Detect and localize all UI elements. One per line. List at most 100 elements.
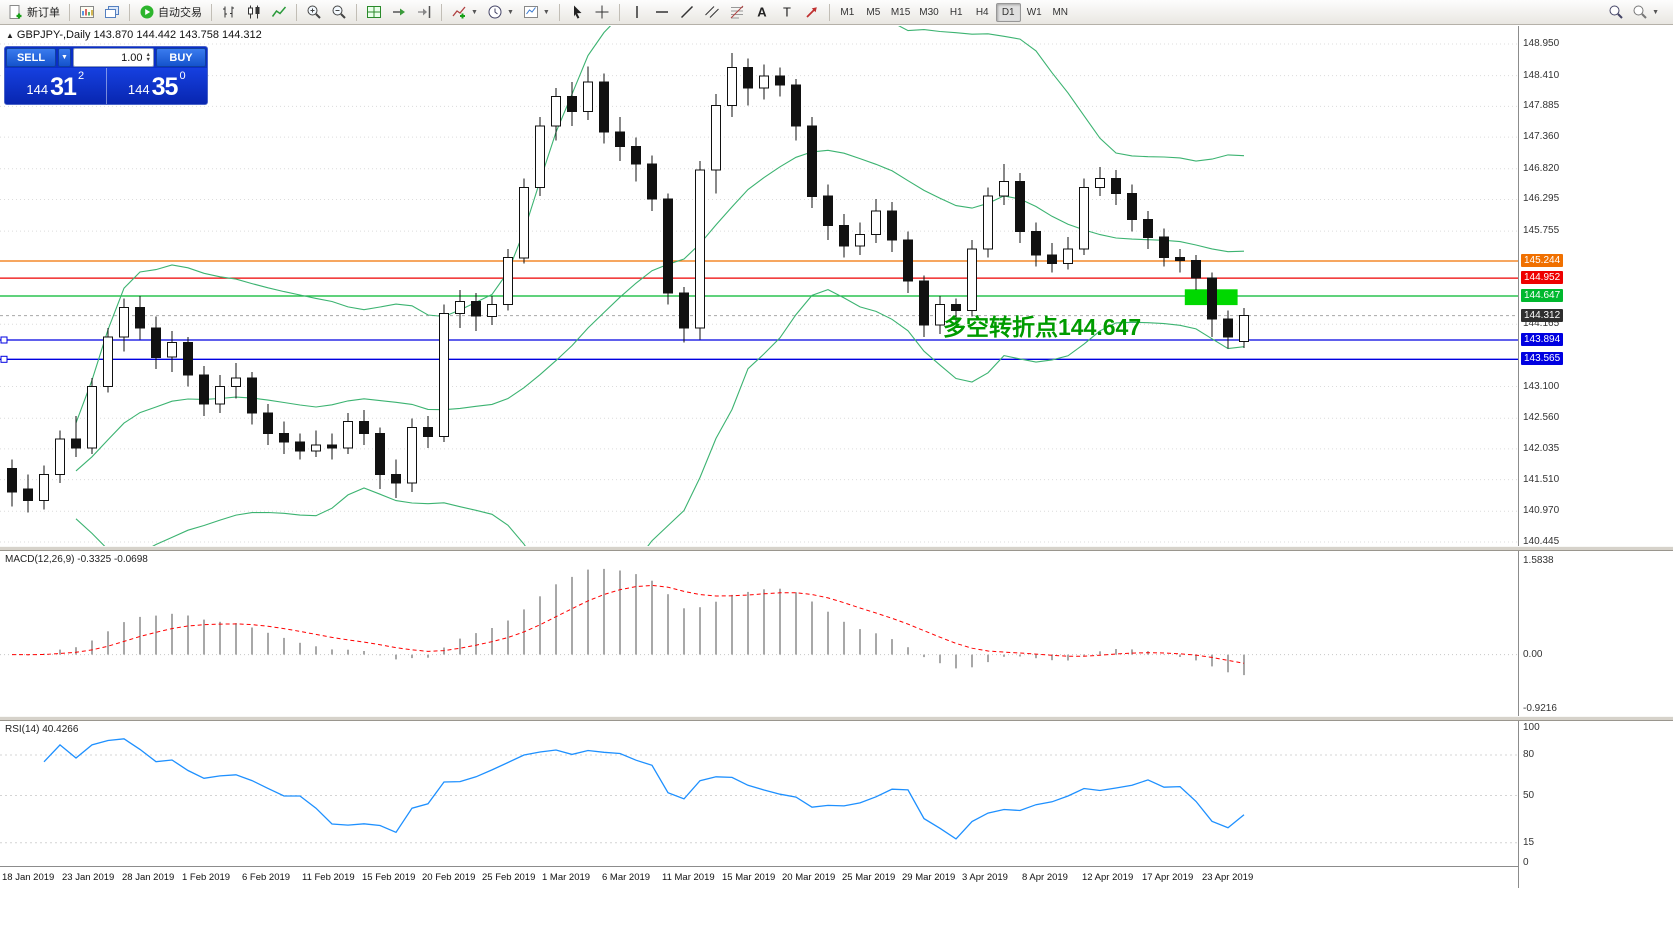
line-chart-button[interactable] — [267, 2, 291, 23]
candlestick — [855, 233, 865, 247]
timeframe-d1-button[interactable]: D1 — [995, 2, 1021, 22]
timeframe-h1-button[interactable]: H1 — [944, 3, 969, 22]
axis-tick-label: 147.360 — [1523, 131, 1560, 142]
sell-price-button[interactable]: 144 31 2 — [5, 68, 107, 104]
horizontal-line-icon — [654, 4, 670, 20]
candlestick — [183, 342, 193, 376]
templates-icon — [523, 4, 539, 20]
buy-price-button[interactable]: 144 35 0 — [106, 68, 207, 104]
candlestick — [263, 412, 273, 434]
chart-shift-button[interactable] — [412, 2, 436, 23]
text-tool-button[interactable]: A — [750, 2, 774, 23]
rsi-panel-canvas[interactable] — [0, 721, 1518, 866]
candlestick — [1079, 187, 1089, 250]
buy-price-pips: 35 — [151, 73, 179, 101]
volume-spinner[interactable]: ▲ ▼ — [145, 51, 151, 63]
level-price-label: 144.952 — [1521, 271, 1564, 284]
candlestick — [247, 377, 257, 414]
spinner-down-icon[interactable]: ▼ — [145, 56, 151, 63]
candlestick-chart-button[interactable] — [242, 2, 266, 23]
arrows-tool-button[interactable] — [800, 2, 824, 23]
price-axis[interactable]: 148.950 148.410 147.885 147.360 146.820 146.2… — [1519, 0, 1673, 950]
spinner-up-icon[interactable]: ▲ — [145, 51, 151, 58]
price-chart-canvas[interactable] — [0, 26, 1518, 546]
timeframe-m5-button[interactable]: M5 — [861, 3, 886, 22]
candlestick — [647, 163, 657, 200]
timeframe-mn-button[interactable]: MN — [1048, 3, 1073, 22]
axis-tick-label: 142.560 — [1523, 412, 1560, 423]
candlestick — [631, 146, 641, 165]
symbol-search-button[interactable] — [1604, 2, 1628, 23]
timeframe-m15-button[interactable]: M15 — [887, 3, 914, 22]
cursor-button[interactable] — [565, 2, 589, 23]
timeframe-h4-button[interactable]: H4 — [970, 3, 995, 22]
chart-annotation-text[interactable]: 多空转折点144.647 — [943, 314, 1142, 340]
candlestick — [775, 75, 785, 86]
periods-clock-icon — [487, 4, 503, 20]
candlestick — [87, 386, 97, 449]
channel-icon — [704, 4, 720, 20]
tile-windows-button[interactable] — [362, 2, 386, 23]
volume-input[interactable]: 1.00 ▲ ▼ — [73, 48, 154, 67]
timeframe-w1-button[interactable]: W1 — [1022, 3, 1047, 22]
line-handle[interactable] — [0, 336, 8, 344]
channel-tool-button[interactable] — [700, 2, 724, 23]
macd-panel-canvas[interactable] — [0, 551, 1518, 716]
candlestick — [951, 304, 961, 312]
date-axis-label: 20 Feb 2019 — [422, 872, 476, 883]
candlestick — [359, 421, 369, 434]
date-axis-label: 18 Jan 2019 — [2, 872, 55, 883]
sell-price-point: 2 — [77, 70, 85, 82]
zoom-in-button[interactable] — [302, 2, 326, 23]
date-axis-label: 6 Feb 2019 — [242, 872, 291, 883]
panel-splitter[interactable] — [0, 546, 1673, 551]
autotrading-button[interactable]: 自动交易 — [135, 2, 206, 23]
crosshair-button[interactable] — [590, 2, 614, 23]
candlestick — [135, 307, 145, 329]
axis-tick-label: 145.755 — [1523, 225, 1560, 236]
indicators-button[interactable]: ▼ — [447, 2, 482, 23]
auto-scroll-button[interactable] — [387, 2, 411, 23]
horizontal-line-tool-button[interactable] — [650, 2, 674, 23]
date-axis-label: 20 Mar 2019 — [782, 872, 836, 883]
timeframe-m30-button[interactable]: M30 — [915, 3, 942, 22]
trendline-tool-button[interactable] — [675, 2, 699, 23]
line-handle[interactable] — [0, 355, 8, 363]
candlestick — [7, 468, 17, 493]
date-axis-label: 1 Mar 2019 — [542, 872, 591, 883]
periods-button[interactable]: ▼ — [483, 2, 518, 23]
candlestick — [1095, 178, 1105, 188]
bar-chart-button[interactable] — [217, 2, 241, 23]
date-axis-label: 1 Feb 2019 — [182, 872, 231, 883]
bar-chart-icon — [221, 4, 237, 20]
profiles-button[interactable] — [100, 2, 124, 23]
fibonacci-tool-button[interactable] — [725, 2, 749, 23]
date-axis[interactable]: 18 Jan 2019 23 Jan 2019 28 Jan 2019 1 Feb 2… — [0, 866, 1518, 888]
more-tools-button[interactable]: ▼ — [1628, 2, 1663, 23]
axis-tick-label: 148.410 — [1523, 70, 1560, 81]
sell-button[interactable]: SELL — [6, 48, 56, 67]
panel-splitter[interactable] — [0, 716, 1673, 721]
buy-button[interactable]: BUY — [156, 48, 206, 67]
zoom-out-button[interactable] — [327, 2, 351, 23]
candlestick — [151, 327, 161, 358]
vertical-line-tool-button[interactable] — [625, 2, 649, 23]
candlestick — [375, 432, 385, 475]
new-order-button[interactable]: 新订单 — [4, 2, 64, 23]
date-axis-label: 25 Feb 2019 — [482, 872, 536, 883]
date-axis-label: 28 Jan 2019 — [122, 872, 175, 883]
chart-window-button[interactable] — [75, 2, 99, 23]
templates-button[interactable]: ▼ — [519, 2, 554, 23]
candlestick — [167, 342, 177, 358]
order-options-dropdown[interactable]: ▼ — [58, 48, 71, 67]
timeframe-m1-button[interactable]: M1 — [835, 3, 860, 22]
volume-value: 1.00 — [121, 51, 143, 64]
candlestick — [663, 198, 673, 294]
candlestick — [215, 386, 225, 405]
candlestick — [55, 438, 65, 475]
label-tool-button[interactable]: T — [775, 2, 799, 23]
candlestick — [999, 181, 1009, 197]
candlestick — [695, 169, 705, 329]
date-axis-label: 25 Mar 2019 — [842, 872, 896, 883]
